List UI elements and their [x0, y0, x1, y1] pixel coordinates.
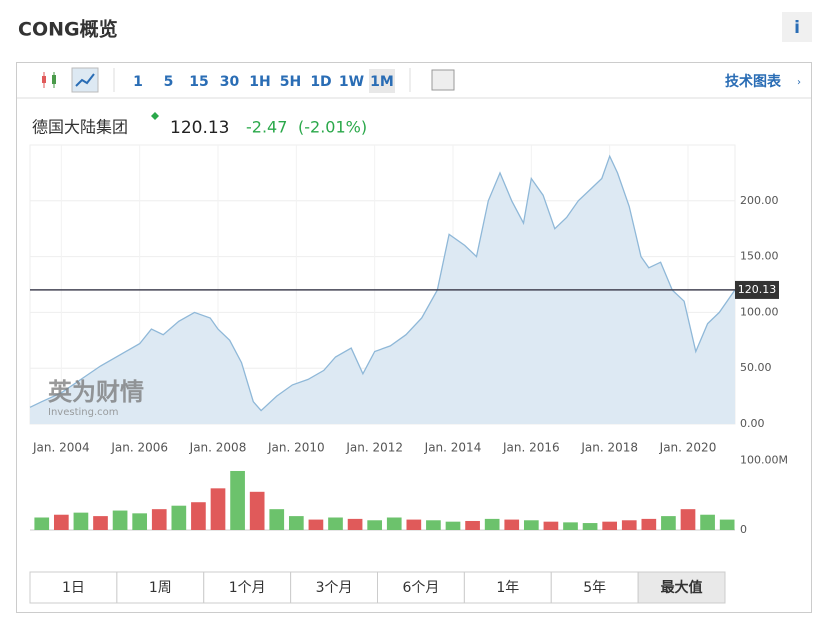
- frame: [16, 62, 812, 613]
- range-tab-label[interactable]: 5年: [583, 580, 606, 596]
- volume-bar: [230, 470, 245, 530]
- volume-bar: [210, 488, 226, 530]
- volume-bar: [700, 514, 715, 530]
- volume-bar: [582, 523, 598, 530]
- volume-bar: [347, 518, 363, 530]
- range-tab-label[interactable]: 3个月: [316, 580, 353, 596]
- x-tick-label: Jan. 2014: [424, 441, 482, 455]
- range-tab[interactable]: [203, 571, 292, 604]
- tech-chart-link[interactable]: 技术图表: [725, 73, 782, 90]
- volume-bar: [680, 509, 696, 530]
- volume-bar: [308, 519, 324, 530]
- price-area: [30, 156, 735, 424]
- volume-bar: [93, 516, 108, 530]
- range-tab-label[interactable]: 6个月: [402, 580, 439, 596]
- volume-bar: [151, 509, 167, 530]
- last-price-label: 120.13: [738, 283, 777, 296]
- volume-bar: [367, 520, 383, 530]
- volume-bar: [602, 521, 618, 530]
- volume-bar: [484, 518, 500, 530]
- volume-bar: [563, 522, 578, 530]
- volume-bar: [445, 521, 461, 530]
- link-arrow: ›: [797, 77, 801, 88]
- range-tab-label[interactable]: 1个月: [229, 580, 266, 596]
- info-icon[interactable]: i: [794, 18, 800, 38]
- interval-button[interactable]: 5H: [280, 74, 301, 90]
- volume-bar: [719, 519, 735, 530]
- x-tick-label: Jan. 2004: [32, 441, 90, 455]
- status-dot: [151, 112, 159, 120]
- range-tab-label[interactable]: 1周: [149, 580, 172, 596]
- interval-active[interactable]: [369, 69, 395, 93]
- interval-button[interactable]: 1: [133, 74, 143, 90]
- range-tab-label[interactable]: 1年: [496, 580, 519, 596]
- range-tab[interactable]: [377, 571, 465, 604]
- interval-button[interactable]: 30: [220, 74, 240, 90]
- volume-bar: [269, 509, 285, 530]
- info-button[interactable]: [782, 12, 812, 42]
- volume-bar: [288, 516, 304, 530]
- range-tab[interactable]: [290, 571, 378, 604]
- range-tab[interactable]: [463, 571, 552, 604]
- interval-button[interactable]: 1M: [370, 74, 394, 90]
- range-tab[interactable]: [29, 571, 118, 604]
- x-tick-label: Jan. 2020: [659, 441, 717, 455]
- volume-bar: [543, 521, 559, 530]
- volume-bar: [426, 520, 441, 530]
- candle-icon[interactable]: [42, 72, 56, 88]
- volume-tick-label: 100.00M: [740, 454, 788, 467]
- x-tick-label: Jan. 2008: [189, 441, 247, 455]
- volume-bar: [641, 518, 657, 530]
- x-tick-label: Jan. 2012: [345, 441, 403, 455]
- volume-bar: [504, 519, 520, 530]
- volume-bar: [406, 519, 422, 530]
- y-tick-label: 200.00: [740, 194, 779, 207]
- volume-bar: [386, 517, 402, 530]
- volume-bar: [621, 520, 637, 530]
- volume-bar: [112, 510, 128, 530]
- volume-bar: [465, 520, 480, 530]
- y-tick-label: 100.00: [740, 305, 779, 318]
- volume-bar: [661, 516, 676, 530]
- volume-bar: [249, 491, 265, 530]
- y-tick-label: 50.00: [740, 361, 772, 374]
- last-price-badge: [735, 280, 779, 299]
- line-icon-glyph: [75, 73, 95, 87]
- quote-change: -2.47: [246, 118, 287, 137]
- volume-bar: [523, 520, 539, 530]
- page-title: CONG概览: [18, 18, 118, 41]
- volume-bar: [34, 517, 50, 530]
- range-tab[interactable]: [637, 571, 726, 604]
- range-tab-label[interactable]: 1日: [62, 580, 85, 596]
- x-tick-label: Jan. 2010: [267, 441, 325, 455]
- settings-icon[interactable]: [431, 69, 455, 91]
- price-line: [29, 154, 736, 412]
- x-tick-label: Jan. 2018: [580, 441, 638, 455]
- volume-bar: [171, 505, 187, 530]
- y-tick-label: 0.00: [740, 417, 765, 430]
- x-tick-label: Jan. 2006: [110, 441, 168, 455]
- interval-button[interactable]: 1W: [339, 74, 364, 90]
- interval-button[interactable]: 1D: [310, 74, 331, 90]
- y-tick-label: 150.00: [740, 250, 779, 263]
- volume-tick-label: 0: [740, 523, 747, 536]
- interval-button[interactable]: 1H: [249, 74, 270, 90]
- volume-bar: [53, 514, 69, 530]
- line-icon[interactable]: [71, 67, 99, 93]
- interval-button[interactable]: 15: [189, 74, 208, 90]
- quote-price: 120.13: [170, 118, 229, 138]
- watermark-brand: 英为财情: [48, 378, 144, 406]
- interval-button[interactable]: 5: [164, 74, 174, 90]
- quote-change-pct: (-2.01%): [298, 118, 367, 137]
- volume-bar: [191, 502, 206, 530]
- range-tab[interactable]: [550, 571, 639, 604]
- x-tick-label: Jan. 2016: [502, 441, 560, 455]
- volume-bar: [73, 512, 89, 530]
- volume-bar: [132, 513, 148, 530]
- watermark-site: Investing.com: [48, 407, 119, 418]
- quote-name: 德国大陆集团: [32, 118, 128, 137]
- volume-bar: [328, 517, 343, 530]
- range-tab-label[interactable]: 最大值: [661, 579, 703, 596]
